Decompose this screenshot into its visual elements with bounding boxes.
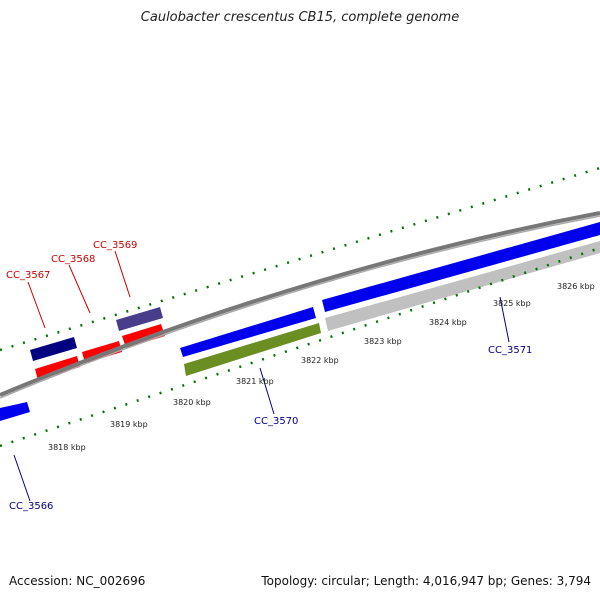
- callout-lines: [13, 250, 510, 502]
- gene-label-cc-3570[interactable]: CC_3570: [254, 416, 298, 427]
- gene-label-cc-3568[interactable]: CC_3568: [51, 254, 95, 265]
- tick-label: 3820 kbp: [173, 398, 211, 407]
- accession-text: Accession: NC_002696: [9, 574, 146, 588]
- callout-line-cc-3568: [68, 264, 91, 314]
- tick-label: 3818 kbp: [48, 443, 86, 452]
- tick-label: 3821 kbp: [236, 377, 274, 386]
- gene-label-cc-3566[interactable]: CC_3566: [9, 501, 53, 512]
- gene-cc-3569-slate[interactable]: [116, 307, 163, 331]
- gene-cc-3570-blue[interactable]: [180, 307, 316, 357]
- reverse-strand-features: [30, 307, 165, 380]
- gene-label-cc-3571[interactable]: CC_3571: [488, 345, 532, 356]
- forward-strand-features: [0, 222, 600, 421]
- gene-cc-3571-blue[interactable]: [322, 222, 600, 312]
- tick-label: 3825 kbp: [493, 299, 531, 308]
- tick-label: 3826 kbp: [557, 282, 595, 291]
- gene-cc-3567-navy[interactable]: [30, 337, 77, 361]
- callout-line-cc-3566: [13, 454, 31, 502]
- tick-label: 3823 kbp: [364, 337, 402, 346]
- gene-cc-3566-arrow[interactable]: [0, 402, 30, 421]
- map-title: Caulobacter crescentus CB15, complete ge…: [140, 10, 460, 25]
- tick-label: 3824 kbp: [429, 318, 467, 327]
- tick-label: 3819 kbp: [110, 420, 148, 429]
- outer-tick-ring: [0, 166, 600, 352]
- genome-stats-text: Topology: circular; Length: 4,016,947 bp…: [261, 574, 591, 588]
- callout-line-cc-3569: [114, 250, 131, 298]
- callout-line-cc-3570: [259, 367, 275, 415]
- tick-label: 3822 kbp: [301, 356, 339, 365]
- gene-cc-3571-silver[interactable]: [325, 241, 600, 331]
- gene-label-cc-3567[interactable]: CC_3567: [6, 270, 50, 281]
- gene-label-cc-3569[interactable]: CC_3569: [93, 240, 137, 251]
- genome-backbone: [0, 211, 600, 399]
- gene-cc-3570-olive[interactable]: [184, 323, 321, 376]
- callout-line-cc-3567: [27, 281, 46, 329]
- callout-line-cc-3571: [499, 296, 510, 343]
